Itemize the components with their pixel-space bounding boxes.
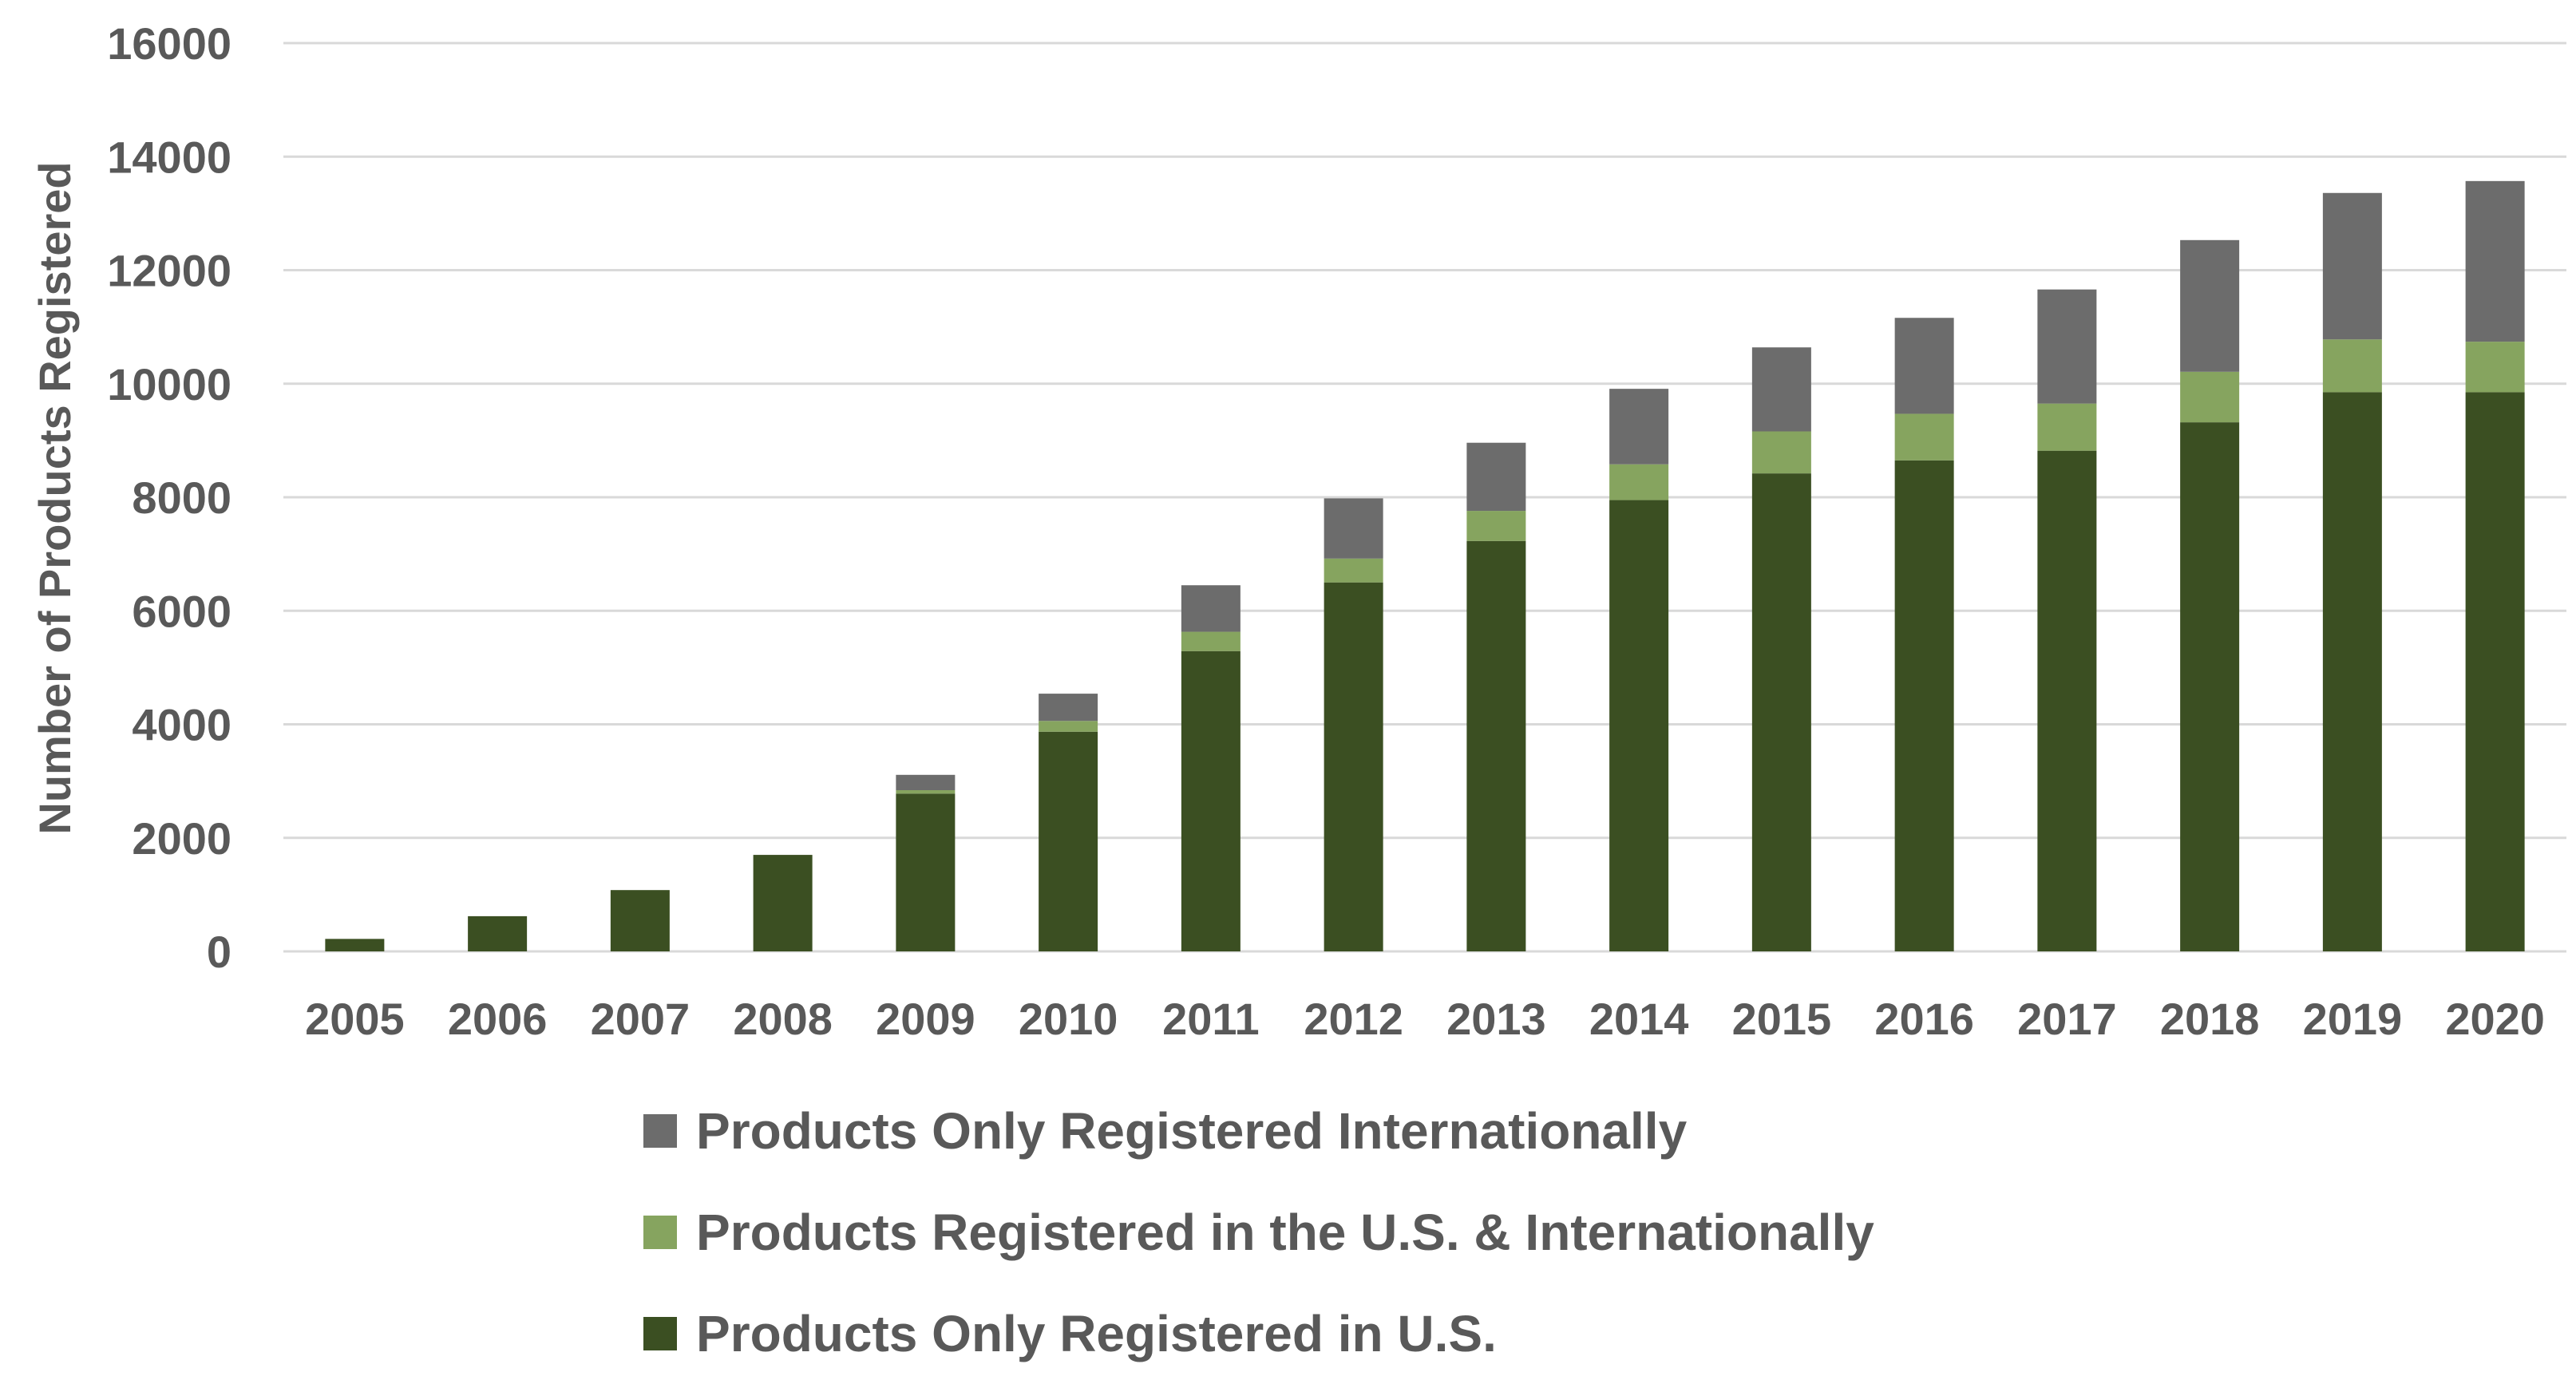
bar-2016-series-0 [1894, 460, 1954, 951]
x-tick-label: 2010 [1019, 994, 1118, 1044]
y-tick-label: 10000 [107, 359, 231, 409]
bar-2019-series-0 [2322, 392, 2382, 951]
bar-2009-series-1 [896, 790, 956, 794]
legend-item: Products Registered in the U.S. & Intern… [643, 1196, 1874, 1268]
bar-2018-series-2 [2180, 239, 2240, 372]
x-tick-label: 2012 [1304, 994, 1403, 1044]
bar-2011-series-2 [1181, 585, 1241, 632]
y-tick-label: 12000 [107, 246, 231, 296]
bar-2018-series-1 [2180, 371, 2240, 423]
bar-2020-series-1 [2465, 342, 2525, 393]
bar-2016-series-2 [1894, 318, 1954, 414]
bar-2013-series-2 [1466, 442, 1526, 512]
x-tick-label: 2014 [1589, 994, 1689, 1044]
x-tick-label: 2006 [448, 994, 548, 1044]
legend-label: Products Only Registered in U.S. [696, 1305, 1497, 1362]
x-tick-label: 2018 [2160, 994, 2260, 1044]
x-tick-label: 2015 [1732, 994, 1832, 1044]
x-tick-label: 2009 [876, 994, 975, 1044]
legend-label: Products Only Registered Internationally [696, 1102, 1688, 1160]
bar-2015-series-1 [1751, 431, 1811, 474]
bar-2013-series-1 [1466, 511, 1526, 541]
bar-2009-series-0 [896, 793, 956, 951]
bar-2015-series-0 [1751, 473, 1811, 951]
x-tick-label: 2019 [2303, 994, 2403, 1044]
bar-2014-series-1 [1609, 464, 1669, 500]
gridlines [283, 42, 2566, 953]
bar-2018-series-0 [2180, 422, 2240, 951]
y-tick-label: 4000 [132, 700, 231, 750]
bar-2015-series-2 [1751, 347, 1811, 432]
x-tick-label: 2007 [591, 994, 690, 1044]
bar-2007-series-0 [610, 890, 670, 951]
bar-2011-series-1 [1181, 631, 1241, 651]
bar-2010-series-1 [1039, 721, 1098, 732]
bar-2017-series-1 [2037, 403, 2097, 451]
y-tick-label: 16000 [107, 18, 231, 69]
bar-2012-series-0 [1324, 582, 1383, 951]
legend-item: Products Only Registered in U.S. [643, 1298, 1497, 1370]
bar-2014-series-2 [1609, 389, 1669, 465]
legend-swatch [643, 1317, 677, 1350]
y-axis-ticks: 0 2000 4000 6000 8000 10000 12000 14000 16000 [107, 18, 231, 977]
y-tick-label: 8000 [132, 473, 231, 523]
bar-2010-series-2 [1039, 694, 1098, 722]
bar-2019-series-2 [2322, 192, 2382, 340]
legend-swatch [643, 1114, 677, 1148]
legend: Products Only Registered Internationally… [643, 1095, 2160, 1366]
y-tick-label: 2000 [132, 813, 231, 864]
bar-2019-series-1 [2322, 339, 2382, 393]
bar-2011-series-0 [1181, 650, 1241, 951]
y-tick-label: 0 [207, 927, 231, 977]
x-axis-ticks: 2005 2006 2007 2008 2009 2010 2011 2012 2013 2014… [305, 994, 2545, 1044]
legend-item: Products Only Registered Internationally [643, 1095, 1687, 1167]
x-tick-label: 2008 [733, 994, 833, 1044]
x-tick-label: 2013 [1446, 994, 1546, 1044]
bar-2012-series-1 [1324, 558, 1383, 583]
y-axis-title: Number of Products Registered [30, 161, 80, 834]
bar-2013-series-0 [1466, 540, 1526, 951]
bar-2017-series-0 [2037, 450, 2097, 951]
bar-2009-series-2 [896, 774, 956, 791]
y-tick-label: 6000 [132, 586, 231, 636]
x-tick-label: 2005 [305, 994, 405, 1044]
bar-2016-series-1 [1894, 413, 1954, 461]
x-tick-label: 2017 [2017, 994, 2117, 1044]
legend-swatch [643, 1216, 677, 1249]
x-tick-label: 2016 [1874, 994, 1974, 1044]
bar-2010-series-0 [1039, 731, 1098, 951]
bar-2014-series-0 [1609, 500, 1669, 951]
bar-2008-series-0 [753, 855, 813, 951]
bar-2017-series-2 [2037, 289, 2097, 404]
bar-2012-series-2 [1324, 498, 1383, 559]
bar-2006-series-0 [468, 915, 528, 951]
legend-label: Products Registered in the U.S. & Intern… [696, 1204, 1874, 1261]
bar-2020-series-0 [2465, 392, 2525, 951]
bar-2020-series-2 [2465, 180, 2525, 342]
bars [325, 180, 2525, 951]
x-tick-label: 2011 [1162, 994, 1260, 1044]
x-tick-label: 2020 [2445, 994, 2545, 1044]
bar-2005-series-0 [325, 939, 385, 951]
y-tick-label: 14000 [107, 132, 231, 182]
